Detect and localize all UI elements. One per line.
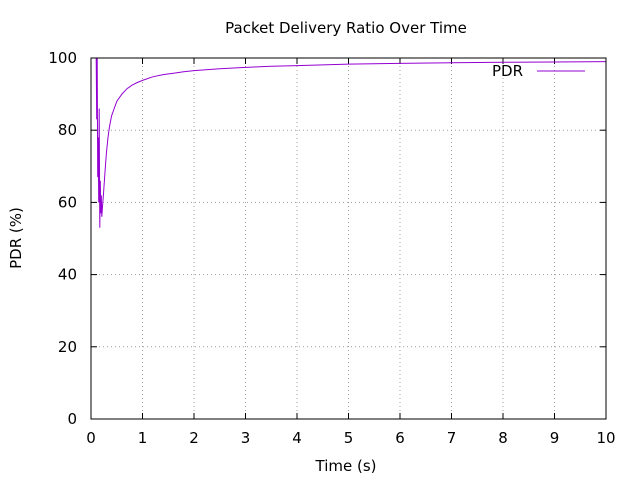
x-tick-label: 7 — [447, 429, 457, 447]
y-tick-label: 80 — [58, 121, 77, 139]
x-tick-label: 0 — [86, 429, 96, 447]
y-tick-label: 20 — [58, 338, 77, 356]
legend: PDR — [492, 62, 585, 80]
x-tick-label: 3 — [241, 429, 251, 447]
legend-label: PDR — [492, 62, 523, 80]
x-tick-label: 10 — [596, 429, 615, 447]
grid — [91, 58, 606, 419]
x-tick-label: 9 — [550, 429, 560, 447]
series-layer — [95, 57, 607, 228]
y-tick-label: 100 — [48, 49, 77, 67]
x-tick-label: 5 — [344, 429, 354, 447]
x-tick-label: 8 — [498, 429, 508, 447]
series-line-pdr — [95, 57, 607, 228]
y-axis-label: PDR (%) — [7, 207, 25, 269]
y-tick-label: 40 — [58, 266, 77, 284]
x-tick-label: 2 — [189, 429, 199, 447]
chart-title: Packet Delivery Ratio Over Time — [225, 19, 467, 37]
y-tick-label: 60 — [58, 193, 77, 211]
y-tick-label: 0 — [67, 410, 77, 428]
plot-area-border — [90, 57, 607, 420]
x-tick-label: 4 — [292, 429, 302, 447]
x-axis-label: Time (s) — [315, 457, 377, 475]
x-tick-label: 6 — [395, 429, 405, 447]
x-tick-label: 1 — [138, 429, 148, 447]
